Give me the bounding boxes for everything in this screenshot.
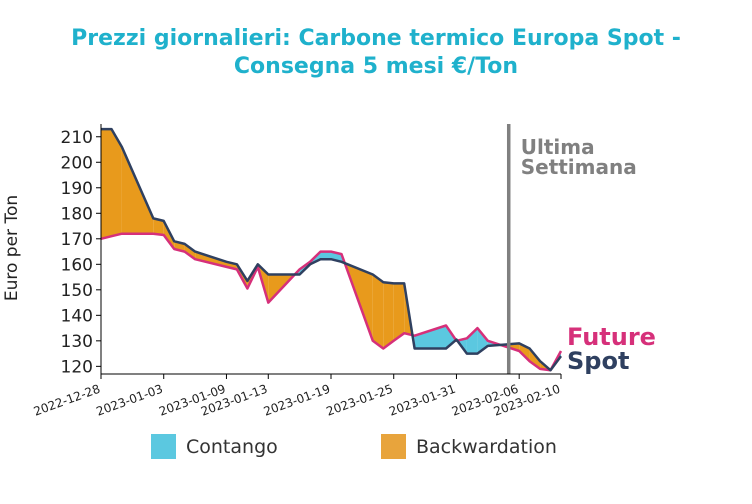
x-tick-label: 2023-01-25 xyxy=(324,382,394,419)
y-tick-label: 160 xyxy=(61,255,93,275)
legend-label-contango: Contango xyxy=(186,436,278,458)
contango-area xyxy=(320,251,331,260)
chart-title-line2: Consegna 5 mesi €/Ton xyxy=(234,54,518,79)
axes xyxy=(100,124,561,375)
contango-area xyxy=(414,325,446,349)
contango-area xyxy=(466,328,478,354)
legend-label-backwardation: Backwardation xyxy=(416,436,557,458)
backwardation-area xyxy=(153,218,164,235)
y-tick-label: 200 xyxy=(61,153,93,173)
x-tick-label: 2023-01-19 xyxy=(262,382,332,419)
y-tick-label: 140 xyxy=(61,306,93,326)
x-tick-label: 2023-01-31 xyxy=(387,382,457,419)
backwardation-area xyxy=(184,243,196,260)
backwardation-area xyxy=(393,283,405,341)
series-lines xyxy=(100,127,563,372)
last-week-label-line2: Settimana xyxy=(521,155,637,179)
backwardation-area xyxy=(111,129,122,237)
x-ticks: 2022-12-282023-01-032023-01-092023-01-13… xyxy=(32,374,562,419)
y-tick-label: 190 xyxy=(61,179,93,199)
x-tick-label: 2023-01-03 xyxy=(94,382,164,419)
series-line-future xyxy=(100,232,563,372)
chart-title-line1: Prezzi giornalieri: Carbone termico Euro… xyxy=(71,26,681,51)
backwardation-area xyxy=(101,129,112,239)
series-label-future: Future xyxy=(567,323,656,351)
y-tick-label: 150 xyxy=(61,281,93,301)
y-tick-label: 120 xyxy=(61,357,93,377)
y-tick-label: 210 xyxy=(61,128,93,148)
x-tick-label: 2022-12-28 xyxy=(32,382,102,419)
last-week-label-line1: Ultima xyxy=(521,135,595,159)
backwardation-area xyxy=(121,147,154,234)
y-axis-label: Euro per Ton xyxy=(2,195,22,301)
y-tick-label: 170 xyxy=(61,230,93,250)
backwardation-area xyxy=(372,274,384,349)
y-tick-label: 180 xyxy=(61,204,93,224)
series-line-spot xyxy=(101,127,563,372)
legend-swatch-backwardation xyxy=(381,434,406,459)
backwardation-area xyxy=(383,282,394,349)
y-ticks: 120 130 140 150 160 170 180 190 200 210 xyxy=(61,128,101,377)
y-tick-label: 130 xyxy=(61,332,93,352)
area-fills xyxy=(101,129,561,371)
series-label-spot: Spot xyxy=(567,347,629,375)
legend-swatch-contango xyxy=(151,434,176,459)
legend: Contango Backwardation xyxy=(151,434,557,459)
